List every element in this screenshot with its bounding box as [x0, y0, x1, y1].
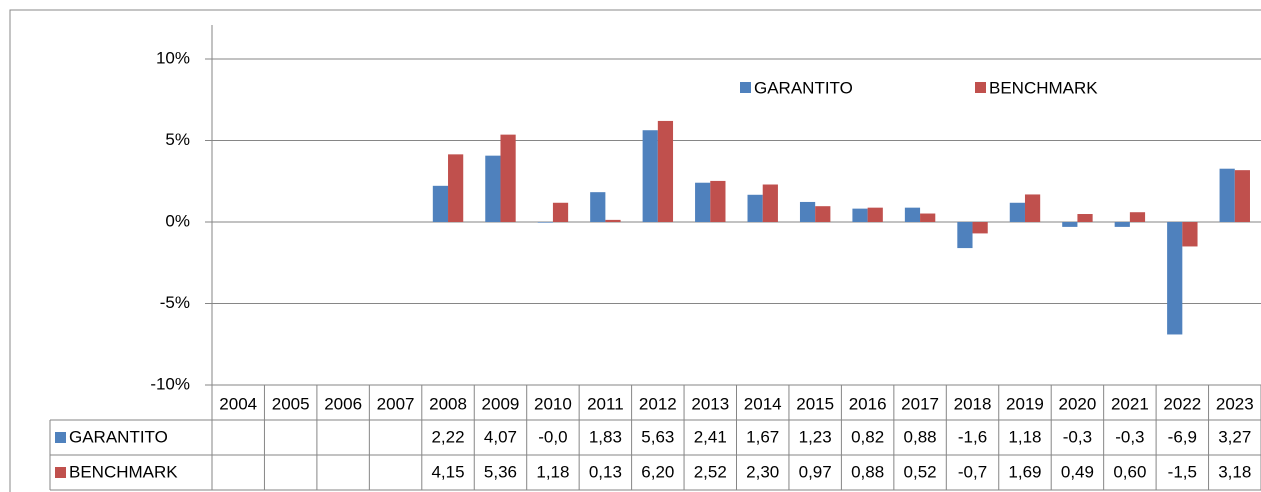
table-value: 5,63 [641, 427, 674, 446]
x-tick-label: 2009 [482, 394, 520, 413]
bar [590, 192, 606, 222]
bar [852, 208, 868, 222]
table-value: -0,0 [538, 427, 567, 446]
table-value: 3,18 [1218, 462, 1251, 481]
bar [657, 120, 674, 222]
y-tick-label: 0% [165, 211, 190, 230]
bar [605, 219, 621, 222]
bar [1024, 194, 1041, 222]
legend-label: GARANTITO [754, 78, 853, 97]
x-tick-label: 2018 [954, 394, 992, 413]
x-tick-label: 2008 [429, 394, 467, 413]
row-label: GARANTITO [69, 427, 168, 446]
table-value: 2,22 [431, 427, 464, 446]
legend-label: BENCHMARK [989, 78, 1098, 97]
bar [1114, 222, 1130, 227]
bar [972, 222, 988, 234]
bar [500, 134, 516, 222]
bar [1182, 222, 1198, 247]
bar [642, 130, 658, 222]
legend-swatch [55, 467, 66, 478]
table-value: 5,36 [484, 462, 517, 481]
bar [904, 207, 921, 222]
x-tick-label: 2012 [639, 394, 677, 413]
x-tick-label: 2019 [1006, 394, 1044, 413]
table-value: 0,97 [799, 462, 832, 481]
table-value: 6,20 [641, 462, 674, 481]
table-value: 1,83 [589, 427, 622, 446]
x-tick-label: 2004 [219, 394, 257, 413]
legend-swatch [740, 82, 751, 93]
bar [485, 155, 501, 222]
bar [799, 201, 816, 222]
table-value: 4,15 [431, 462, 464, 481]
y-tick-label: 5% [165, 130, 190, 149]
table-value: 4,07 [484, 427, 517, 446]
bar [1062, 222, 1078, 227]
table-value: 0,49 [1061, 462, 1094, 481]
row-label: BENCHMARK [69, 462, 178, 481]
x-tick-label: 2006 [324, 394, 362, 413]
x-tick-label: 2013 [691, 394, 729, 413]
bar [867, 207, 883, 222]
bar [552, 202, 569, 222]
table-value: -0,7 [958, 462, 987, 481]
table-value: 2,41 [694, 427, 727, 446]
x-tick-label: 2005 [272, 394, 310, 413]
table-value: 0,60 [1113, 462, 1146, 481]
table-value: -0,3 [1063, 427, 1092, 446]
bar [695, 182, 711, 222]
x-tick-label: 2017 [901, 394, 939, 413]
table-value: 0,88 [851, 462, 884, 481]
x-tick-label: 2010 [534, 394, 572, 413]
bar [920, 213, 936, 222]
bar [957, 222, 973, 249]
table-value: 0,13 [589, 462, 622, 481]
y-tick-label: -5% [160, 293, 190, 312]
bar [1129, 212, 1146, 222]
legend-swatch [975, 82, 986, 93]
table-value: 0,88 [904, 427, 937, 446]
table-value: 1,67 [746, 427, 779, 446]
x-tick-label: 2011 [587, 394, 624, 413]
x-tick-label: 2020 [1059, 394, 1097, 413]
bar [432, 185, 449, 222]
bar [1009, 202, 1025, 222]
table-value: 1,23 [799, 427, 832, 446]
x-tick-label: 2022 [1163, 394, 1201, 413]
bar [1219, 168, 1235, 222]
table-value: -1,5 [1168, 462, 1197, 481]
table-value: 3,27 [1218, 427, 1251, 446]
table-value: 1,18 [536, 462, 569, 481]
table-value: -6,9 [1168, 427, 1197, 446]
table-value: -1,6 [958, 427, 987, 446]
bar [710, 180, 726, 222]
x-tick-label: 2023 [1216, 394, 1254, 413]
y-tick-label: -10% [150, 374, 190, 393]
table-value: 0,52 [904, 462, 937, 481]
x-tick-label: 2015 [796, 394, 834, 413]
bar [762, 184, 778, 222]
bar [1234, 170, 1250, 222]
x-tick-label: 2014 [744, 394, 782, 413]
bar [747, 194, 763, 222]
x-tick-label: 2021 [1111, 394, 1149, 413]
table-value: -0,3 [1115, 427, 1144, 446]
y-tick-label: 10% [156, 48, 190, 67]
chart-border [9, 9, 1261, 492]
table-value: 2,52 [694, 462, 727, 481]
table-value: 2,30 [746, 462, 779, 481]
bar [537, 222, 553, 223]
bar [448, 154, 464, 222]
x-tick-label: 2016 [849, 394, 887, 413]
table-value: 1,18 [1008, 427, 1041, 446]
bar [1167, 222, 1183, 335]
bar [815, 206, 831, 222]
table-value: 0,82 [851, 427, 884, 446]
bar [1077, 214, 1093, 222]
table-value: 1,69 [1008, 462, 1041, 481]
legend-swatch [55, 432, 66, 443]
x-tick-label: 2007 [377, 394, 415, 413]
